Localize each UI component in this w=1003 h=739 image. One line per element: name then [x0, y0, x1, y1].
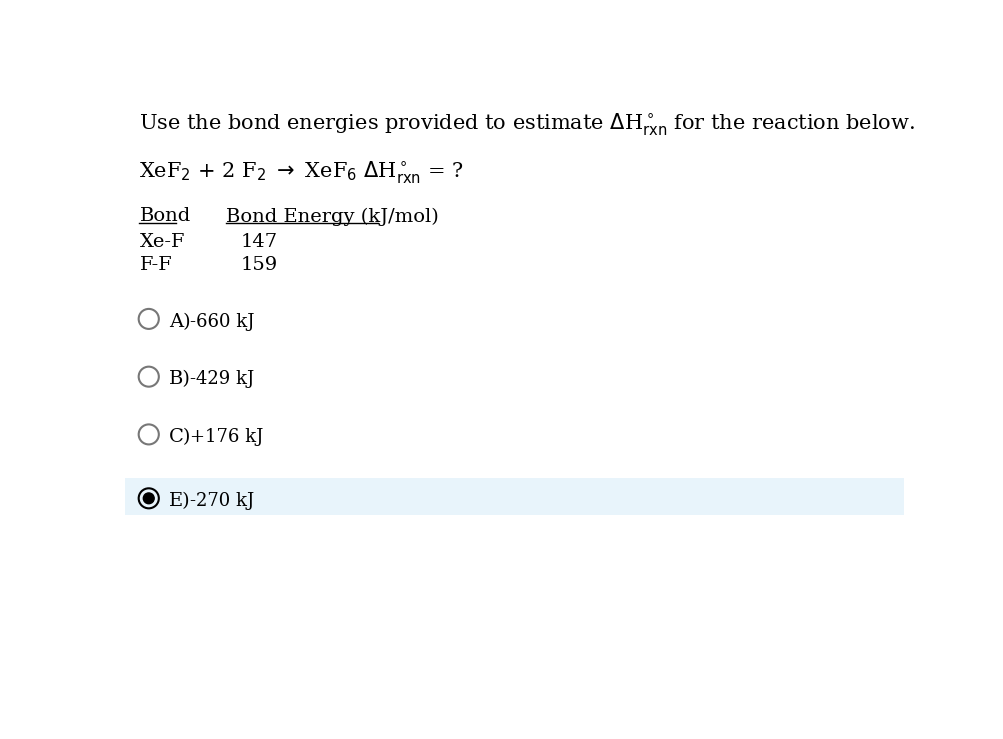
- Text: Xe-F: Xe-F: [139, 233, 185, 251]
- Text: Use the bond energies provided to estimate $\Delta$H$^\circ_{\mathrm{rxn}}$ for : Use the bond energies provided to estima…: [139, 111, 915, 137]
- Text: Bond: Bond: [139, 207, 191, 225]
- Text: XeF$_2$ + 2 F$_2$ $\rightarrow$ XeF$_6$ $\Delta$H$^\circ_{\mathrm{rxn}}$ = ?: XeF$_2$ + 2 F$_2$ $\rightarrow$ XeF$_6$ …: [139, 159, 463, 185]
- Bar: [125, 478, 903, 515]
- Text: -270 kJ: -270 kJ: [190, 492, 254, 510]
- Text: -429 kJ: -429 kJ: [190, 370, 254, 389]
- Text: B): B): [169, 370, 191, 389]
- Text: C): C): [169, 428, 192, 446]
- Text: 147: 147: [240, 233, 277, 251]
- Text: +176 kJ: +176 kJ: [190, 428, 263, 446]
- Text: E): E): [169, 492, 191, 510]
- Text: 159: 159: [240, 256, 277, 273]
- Text: -660 kJ: -660 kJ: [190, 313, 254, 331]
- Text: Bond Energy (kJ/mol): Bond Energy (kJ/mol): [226, 207, 438, 225]
- Circle shape: [143, 493, 154, 504]
- Text: A): A): [169, 313, 191, 331]
- Text: F-F: F-F: [139, 256, 173, 273]
